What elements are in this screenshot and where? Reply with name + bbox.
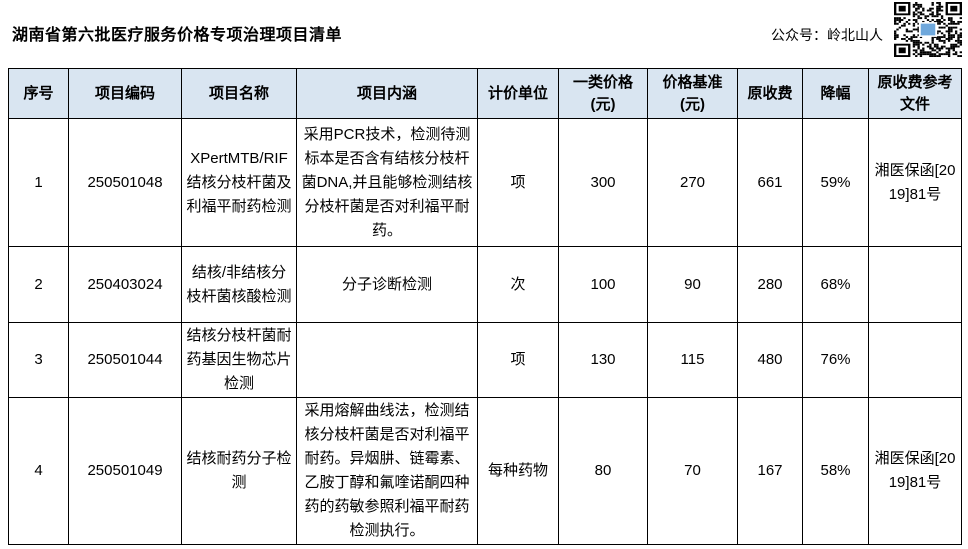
column-header: 计价单位 — [477, 68, 559, 119]
cell-content: 采用熔解曲线法，检测结核分枝杆菌是否对利福平耐药。异烟肼、链霉素、乙胺丁醇和氟喹… — [296, 397, 478, 545]
column-header: 序号 — [8, 68, 69, 119]
cell-content: 采用PCR技术，检测待测标本是否含有结核分枝杆菌DNA,并且能够检测结核分枝杆菌… — [296, 118, 478, 247]
cell-seq: 1 — [8, 118, 69, 247]
column-header: 项目名称 — [181, 68, 297, 119]
qr-code-icon — [894, 2, 962, 57]
cell-name: 结核分枝杆菌耐药基因生物芯片检测 — [181, 322, 297, 398]
cell-content: 分子诊断检测 — [296, 246, 478, 323]
cell-content — [296, 322, 478, 398]
cell-reduction: 68% — [802, 246, 869, 323]
table-body: 1 250501048 XPertMTB/RIF结核分枝杆菌及利福平耐药检测 采用PC… — [8, 118, 962, 545]
cell-unit: 项 — [477, 118, 559, 247]
cell-reduction: 76% — [802, 322, 869, 398]
cell-price_class1: 130 — [558, 322, 648, 398]
price-table: 序号 项目编码 项目名称 项目内涵 计价单位 一类价格 (元) 价格基准 (元) 原收费 降幅原… — [8, 68, 962, 545]
column-header: 原收费 — [737, 68, 803, 119]
cell-code: 250501049 — [68, 397, 182, 545]
cell-seq: 2 — [8, 246, 69, 323]
column-header: 一类价格 (元) — [558, 68, 648, 119]
column-header: 降幅 — [802, 68, 869, 119]
cell-orig_fee: 167 — [737, 397, 803, 545]
cell-unit: 每种药物 — [477, 397, 559, 545]
cell-reduction: 58% — [802, 397, 869, 545]
cell-code: 250403024 — [68, 246, 182, 323]
table-row: 4 250501049 结核耐药分子检测 采用熔解曲线法，检测结核分枝杆菌是否对利福平… — [8, 397, 962, 545]
cell-unit: 项 — [477, 322, 559, 398]
page-title: 湖南省第六批医疗服务价格专项治理项目清单 — [12, 27, 343, 44]
cell-code: 250501048 — [68, 118, 182, 247]
table-row: 1 250501048 XPertMTB/RIF结核分枝杆菌及利福平耐药检测 采用PC… — [8, 118, 962, 247]
cell-ref_doc: 湘医保函[2019]81号 — [868, 397, 962, 545]
cell-price_base: 115 — [647, 322, 738, 398]
cell-ref_doc — [868, 322, 962, 398]
cell-seq: 4 — [8, 397, 69, 545]
cell-seq: 3 — [8, 322, 69, 398]
table-header-row: 序号 项目编码 项目名称 项目内涵 计价单位 一类价格 (元) 价格基准 (元) 原收费 降幅原… — [8, 68, 962, 119]
table-row: 2 250403024 结核/非结核分枝杆菌核酸检测 分子诊断检测次 100 90 280 6… — [8, 246, 962, 323]
column-header: 项目编码 — [68, 68, 182, 119]
cell-price_class1: 100 — [558, 246, 648, 323]
cell-price_base: 270 — [647, 118, 738, 247]
column-header: 原收费参考文件 — [868, 68, 962, 119]
cell-price_base: 90 — [647, 246, 738, 323]
cell-orig_fee: 480 — [737, 322, 803, 398]
cell-ref_doc: 湘医保函[2019]81号 — [868, 118, 962, 247]
cell-unit: 次 — [477, 246, 559, 323]
cell-name: 结核耐药分子检测 — [181, 397, 297, 545]
cell-orig_fee: 280 — [737, 246, 803, 323]
cell-name: 结核/非结核分枝杆菌核酸检测 — [181, 246, 297, 323]
cell-ref_doc — [868, 246, 962, 323]
official-account-label: 公众号：岭北山人 — [771, 27, 883, 43]
cell-name: XPertMTB/RIF结核分枝杆菌及利福平耐药检测 — [181, 118, 297, 247]
column-header: 项目内涵 — [296, 68, 478, 119]
cell-orig_fee: 661 — [737, 118, 803, 247]
column-header: 价格基准 (元) — [647, 68, 738, 119]
cell-code: 250501044 — [68, 322, 182, 398]
cell-price_class1: 80 — [558, 397, 648, 545]
cell-reduction: 59% — [802, 118, 869, 247]
cell-price_base: 70 — [647, 397, 738, 545]
cell-price_class1: 300 — [558, 118, 648, 247]
table-row: 3 250501044 结核分枝杆菌耐药基因生物芯片检测 项 130 115 480 76% — [8, 322, 962, 398]
